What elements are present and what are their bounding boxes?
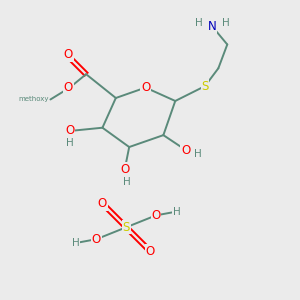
Text: H: H (72, 238, 80, 248)
Text: O: O (64, 81, 73, 94)
Text: O: O (146, 244, 154, 258)
Text: H: H (66, 138, 74, 148)
Text: O: O (181, 143, 190, 157)
Text: O: O (65, 124, 74, 137)
Text: O: O (64, 48, 73, 62)
Text: H: H (123, 177, 131, 187)
Text: H: H (195, 18, 203, 28)
Text: H: H (173, 207, 181, 217)
Text: O: O (98, 197, 107, 210)
Text: H: H (222, 18, 230, 28)
Text: O: O (120, 163, 129, 176)
Text: H: H (194, 148, 202, 159)
Text: O: O (141, 81, 150, 94)
Text: S: S (122, 221, 130, 234)
Text: O: O (92, 233, 101, 246)
Text: methoxy: methoxy (18, 97, 49, 103)
Text: S: S (201, 80, 209, 93)
Text: N: N (208, 20, 217, 33)
Text: O: O (151, 209, 160, 222)
